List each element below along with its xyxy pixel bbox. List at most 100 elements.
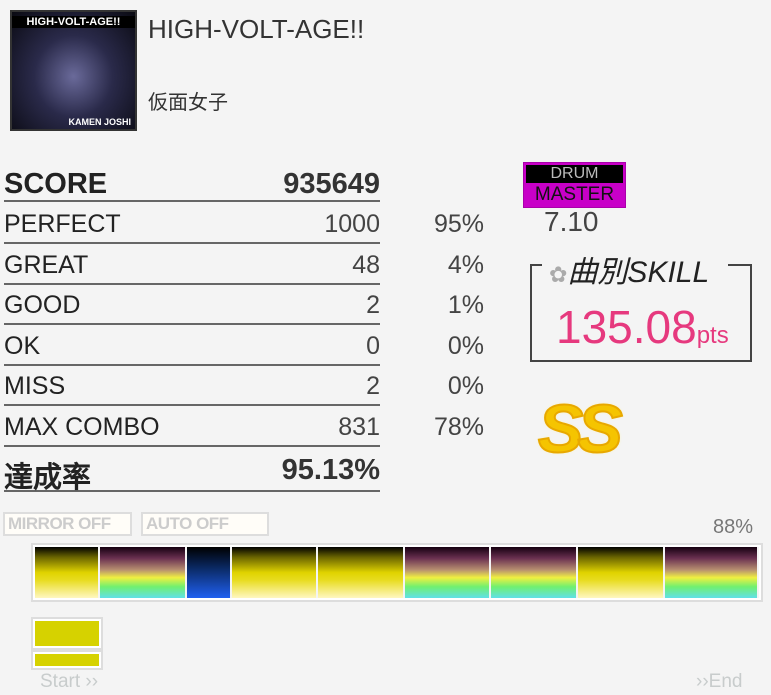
- timeline-segment: [96, 654, 97, 666]
- timeline-segment: [53, 621, 54, 646]
- timeline-segment-miss: [52, 621, 53, 646]
- timeline-segment: [72, 654, 73, 666]
- timeline-segment: [50, 621, 51, 646]
- timeline-segment: [65, 654, 66, 666]
- result-row-good: GOOD 2 1%: [4, 285, 484, 325]
- achievement-label: 達成率: [4, 462, 92, 494]
- achievement-row: 達成率 95.13%: [4, 448, 380, 494]
- timeline-segment: [96, 621, 97, 646]
- skill-label-text: 曲別SKILL: [567, 256, 710, 289]
- timeline-segment: [79, 654, 80, 666]
- skill-number: 135.08: [556, 301, 697, 353]
- timeline-segment: [63, 654, 64, 666]
- gauge-section-yellow: [578, 547, 665, 598]
- timeline-segment: [43, 654, 44, 666]
- timeline-segment: [75, 654, 76, 666]
- album-art: HIGH-VOLT-AGE!! KAMEN JOSHI: [10, 10, 137, 131]
- timeline-segment: [85, 621, 86, 646]
- timeline-segment: [83, 654, 84, 666]
- timeline-segment: [93, 621, 94, 646]
- timeline-segment: [37, 654, 38, 666]
- timeline-segment: [39, 654, 40, 666]
- timeline-segment: [90, 654, 91, 666]
- timeline-segment: [58, 621, 59, 646]
- row-value: 0: [366, 331, 380, 360]
- timeline-segment: [80, 654, 81, 666]
- row-percent: 0%: [447, 372, 484, 400]
- row-percent: 78%: [433, 412, 484, 441]
- timeline-segment: [42, 621, 43, 646]
- timeline-segment: [70, 654, 71, 666]
- timeline-segment: [60, 654, 61, 666]
- timeline-segment: [79, 621, 80, 646]
- timeline-segment: [40, 621, 41, 646]
- row-percent: 0%: [447, 331, 484, 360]
- timeline-segment: [98, 654, 99, 666]
- skill-label: ✿曲別SKILL: [545, 247, 714, 291]
- timeline-segment: [84, 654, 85, 666]
- timeline-bar-sub: [31, 650, 103, 670]
- auto-option: AUTO OFF: [141, 512, 269, 536]
- timeline-segment: [36, 621, 37, 646]
- timeline-segment: [39, 621, 40, 646]
- end-label: ››End: [696, 671, 743, 692]
- timeline-bar-main: [31, 617, 103, 650]
- timeline-segment: [88, 654, 89, 666]
- gauge-chart: [31, 543, 763, 602]
- timeline-segment: [81, 621, 82, 646]
- timeline-segment: [51, 621, 52, 646]
- timeline-segment: [59, 621, 60, 646]
- timeline-segment: [82, 621, 83, 646]
- timeline-segment: [57, 621, 58, 646]
- row-value: 2: [366, 372, 380, 400]
- instrument-label: DRUM: [526, 165, 623, 183]
- timeline-segment: [93, 654, 94, 666]
- gauge-section-pink: [664, 547, 760, 598]
- timeline-segment: [49, 654, 50, 666]
- timeline-segment: [44, 654, 45, 666]
- timeline-segment: [67, 654, 68, 666]
- skill-box: [530, 264, 752, 362]
- timeline-segment: [64, 621, 65, 646]
- result-row-max-combo: MAX COMBO 831 78%: [4, 407, 484, 447]
- album-art-caption: KAMEN JOSHI: [68, 117, 131, 127]
- timeline-segment: [46, 621, 47, 646]
- timeline-segment: [35, 621, 36, 646]
- timeline-segment: [62, 621, 63, 646]
- result-row-great: GREAT 48 4%: [4, 245, 484, 285]
- timeline-segment: [80, 621, 81, 646]
- song-title: HIGH-VOLT-AGE!!: [148, 14, 365, 44]
- timeline-segment: [73, 654, 74, 666]
- timeline-segment: [77, 621, 78, 646]
- timeline-segment: [76, 654, 77, 666]
- timeline-segment: [95, 621, 96, 646]
- timeline-segment: [42, 654, 43, 666]
- timeline-segment: [41, 621, 42, 646]
- row-label: MAX COMBO: [4, 412, 160, 441]
- row-label: GREAT: [4, 250, 89, 279]
- score-row: SCORE 935649: [4, 162, 380, 202]
- timeline-segment: [87, 621, 88, 646]
- timeline-segment: [86, 654, 87, 666]
- timeline-segment: [87, 654, 88, 666]
- timeline-segment: [69, 654, 70, 666]
- timeline-segment: [45, 654, 46, 666]
- row-value: 1000: [324, 210, 380, 238]
- timeline-segment: [48, 621, 49, 646]
- timeline-segment: [60, 621, 61, 646]
- timeline-segment: [72, 621, 73, 646]
- gauge-section-blue: [186, 547, 232, 598]
- timeline-segment: [38, 654, 39, 666]
- gauge-percent: 88%: [713, 516, 754, 538]
- timeline-segment: [84, 621, 85, 646]
- row-value: 831: [338, 412, 380, 441]
- timeline-segment: [82, 654, 83, 666]
- result-row-miss: MISS 2 0%: [4, 366, 484, 406]
- skill-unit: pts: [696, 322, 729, 349]
- timeline-segment: [55, 654, 56, 666]
- timeline-segment-miss: [64, 654, 65, 666]
- timeline-segment: [91, 621, 92, 646]
- timeline-segment: [38, 621, 39, 646]
- skill-box-top: [530, 250, 752, 280]
- timeline-segment: [89, 621, 90, 646]
